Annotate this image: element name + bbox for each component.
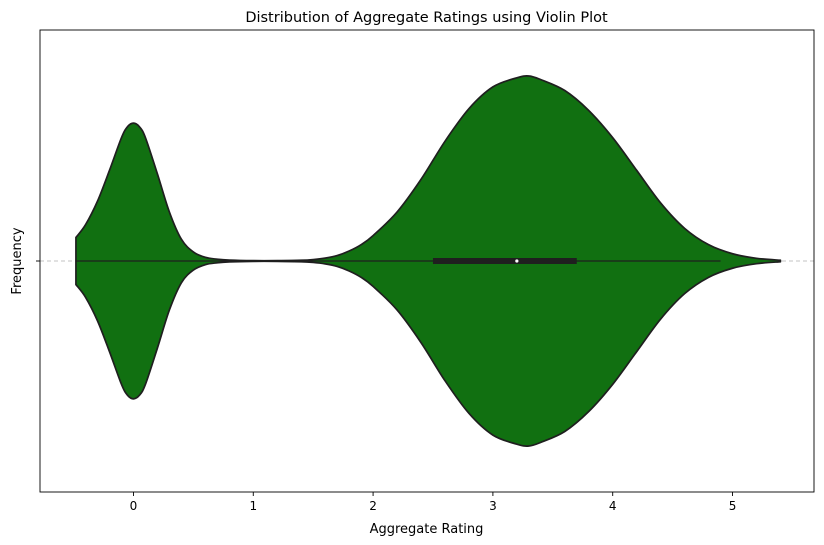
x-tick-label: 3 <box>489 499 497 513</box>
x-tick-label: 4 <box>609 499 617 513</box>
y-axis-label: Frequency <box>10 227 25 294</box>
x-axis-label: Aggregate Rating <box>370 522 484 537</box>
median-marker <box>515 259 519 263</box>
plot-area <box>40 75 814 447</box>
x-tick-label: 2 <box>369 499 377 513</box>
x-tick-label: 5 <box>729 499 737 513</box>
x-tick-label: 0 <box>130 499 138 513</box>
axes: 0 1 2 3 4 5 <box>36 29 815 513</box>
iqr-box <box>432 258 577 264</box>
x-tick-label: 1 <box>249 499 257 513</box>
chart-title: Distribution of Aggregate Ratings using … <box>245 10 608 26</box>
